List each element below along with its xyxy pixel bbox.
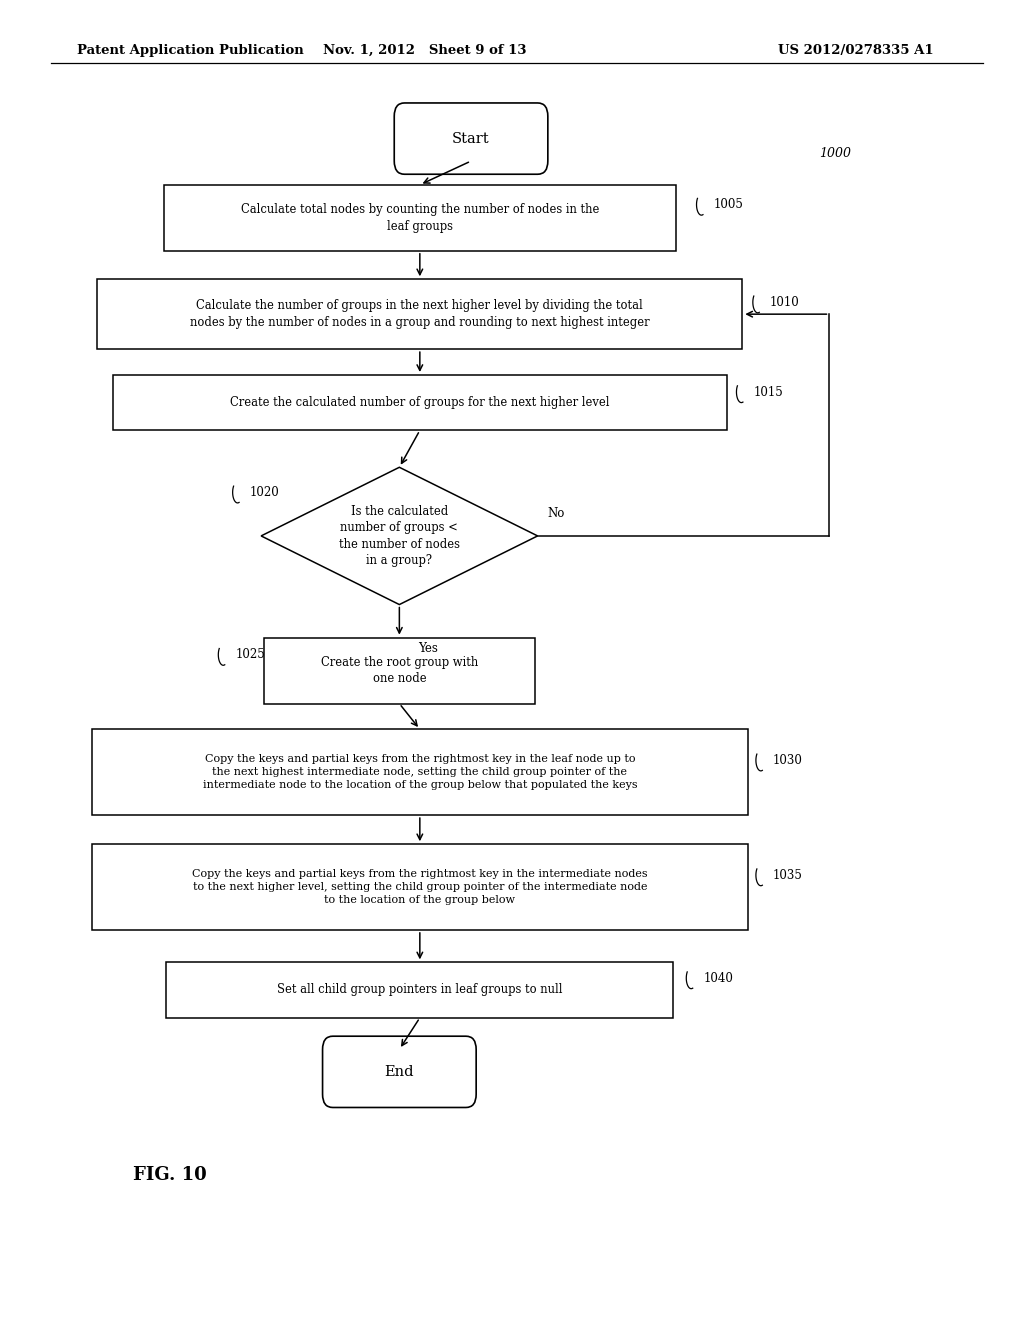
Text: Patent Application Publication: Patent Application Publication [77,44,303,57]
Text: 1035: 1035 [773,869,803,882]
Text: 1015: 1015 [754,385,783,399]
Polygon shape [261,467,538,605]
Text: 1005: 1005 [714,198,743,211]
Text: Create the root group with
one node: Create the root group with one node [321,656,478,685]
Text: Yes: Yes [418,642,437,655]
Text: 1030: 1030 [773,754,803,767]
Text: Create the calculated number of groups for the next higher level: Create the calculated number of groups f… [230,396,609,409]
Bar [92,729,748,816]
Bar [113,375,727,430]
Text: 1020: 1020 [250,486,280,499]
Text: 1010: 1010 [770,296,800,309]
Text: FIG. 10: FIG. 10 [133,1166,207,1184]
Text: Nov. 1, 2012   Sheet 9 of 13: Nov. 1, 2012 Sheet 9 of 13 [324,44,526,57]
Text: End: End [385,1065,414,1078]
Bar [97,279,742,348]
Text: Calculate the number of groups in the next higher level by dividing the total
no: Calculate the number of groups in the ne… [190,300,649,329]
FancyBboxPatch shape [394,103,548,174]
Bar [264,638,535,704]
Bar [164,185,676,251]
FancyBboxPatch shape [323,1036,476,1107]
Bar [166,962,674,1018]
Text: US 2012/0278335 A1: US 2012/0278335 A1 [778,44,934,57]
Text: Is the calculated
number of groups <
the number of nodes
in a group?: Is the calculated number of groups < the… [339,504,460,568]
Text: Set all child group pointers in leaf groups to null: Set all child group pointers in leaf gro… [278,983,562,997]
Text: Copy the keys and partial keys from the rightmost key in the intermediate nodes
: Copy the keys and partial keys from the … [193,870,647,904]
Bar [92,845,748,929]
Text: Calculate total nodes by counting the number of nodes in the
leaf groups: Calculate total nodes by counting the nu… [241,203,599,232]
Text: Start: Start [453,132,489,145]
Text: Copy the keys and partial keys from the rightmost key in the leaf node up to
the: Copy the keys and partial keys from the … [203,755,637,789]
Text: 1000: 1000 [819,147,851,160]
Text: 1040: 1040 [703,972,733,985]
Text: 1025: 1025 [236,648,265,661]
Text: No: No [548,507,565,520]
